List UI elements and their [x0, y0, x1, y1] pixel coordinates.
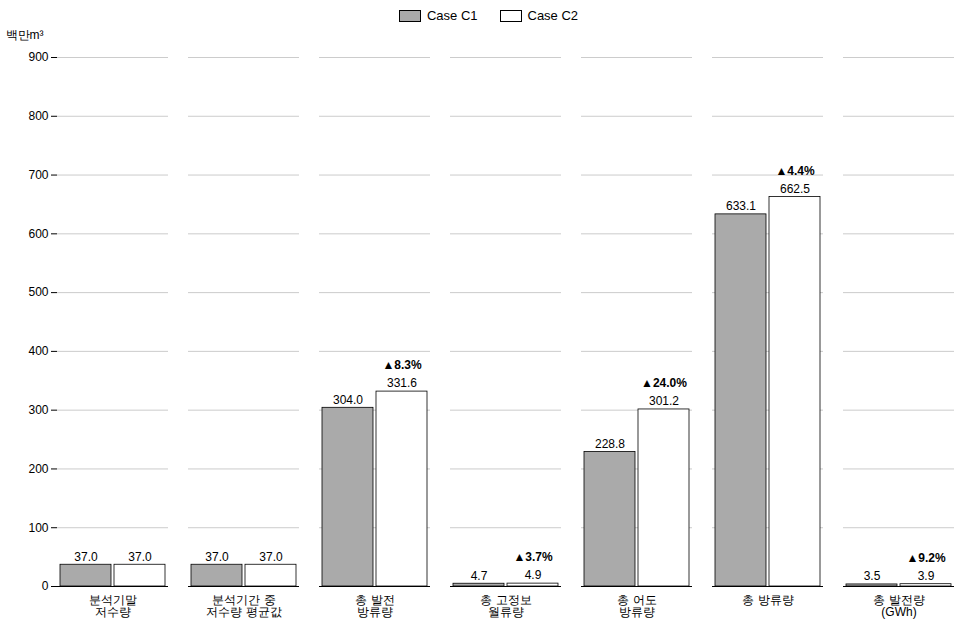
html-text:Case C1: Case C1	[426, 8, 478, 23]
svg-text:37.0: 37.0	[128, 550, 152, 564]
svg-text:4.7: 4.7	[471, 569, 488, 583]
svg-text:분석기말저수량: 분석기말저수량	[89, 593, 137, 619]
svg-text:백만m³: 백만m³	[6, 28, 44, 42]
svg-text:▲3.7%: ▲3.7%	[513, 550, 553, 564]
svg-text:0: 0	[42, 579, 49, 593]
svg-text:633.1: 633.1	[726, 199, 756, 213]
svg-text:3.5: 3.5	[864, 569, 881, 583]
svg-text:600: 600	[28, 227, 48, 241]
svg-text:▲24.0%: ▲24.0%	[641, 376, 687, 390]
svg-text:4.9: 4.9	[525, 568, 542, 582]
svg-text:400: 400	[28, 344, 48, 358]
svg-text:228.8: 228.8	[595, 437, 625, 451]
svg-text:300: 300	[28, 403, 48, 417]
svg-text:100: 100	[28, 521, 48, 535]
svg-text:900: 900	[28, 50, 48, 64]
svg-text:304.0: 304.0	[333, 393, 363, 407]
svg-text:3.9: 3.9	[918, 569, 935, 583]
svg-text:총 방류량: 총 방류량	[742, 593, 793, 607]
html-text:Case C2: Case C2	[527, 8, 579, 23]
svg-text:700: 700	[28, 168, 48, 182]
svg-text:662.5: 662.5	[780, 182, 810, 196]
svg-text:총 발전방류량: 총 발전방류량	[355, 593, 394, 619]
svg-text:▲9.2%: ▲9.2%	[906, 551, 946, 565]
svg-text:37.0: 37.0	[205, 550, 229, 564]
svg-text:800: 800	[28, 109, 48, 123]
svg-text:분석기간 중저수량 평균값: 분석기간 중저수량 평균값	[206, 593, 281, 619]
svg-text:301.2: 301.2	[649, 394, 679, 408]
svg-text:▲4.4%: ▲4.4%	[775, 164, 815, 178]
svg-text:200: 200	[28, 462, 48, 476]
svg-text:총 어도방류량: 총 어도방류량	[617, 593, 656, 619]
svg-text:▲8.3%: ▲8.3%	[382, 358, 422, 372]
svg-text:331.6: 331.6	[387, 376, 417, 390]
svg-text:37.0: 37.0	[74, 550, 98, 564]
svg-text:500: 500	[28, 285, 48, 299]
svg-text:총 발전량(GWh): 총 발전량(GWh)	[873, 593, 924, 619]
svg-text:37.0: 37.0	[259, 550, 283, 564]
svg-text:총 고정보월류량: 총 고정보월류량	[480, 593, 531, 619]
